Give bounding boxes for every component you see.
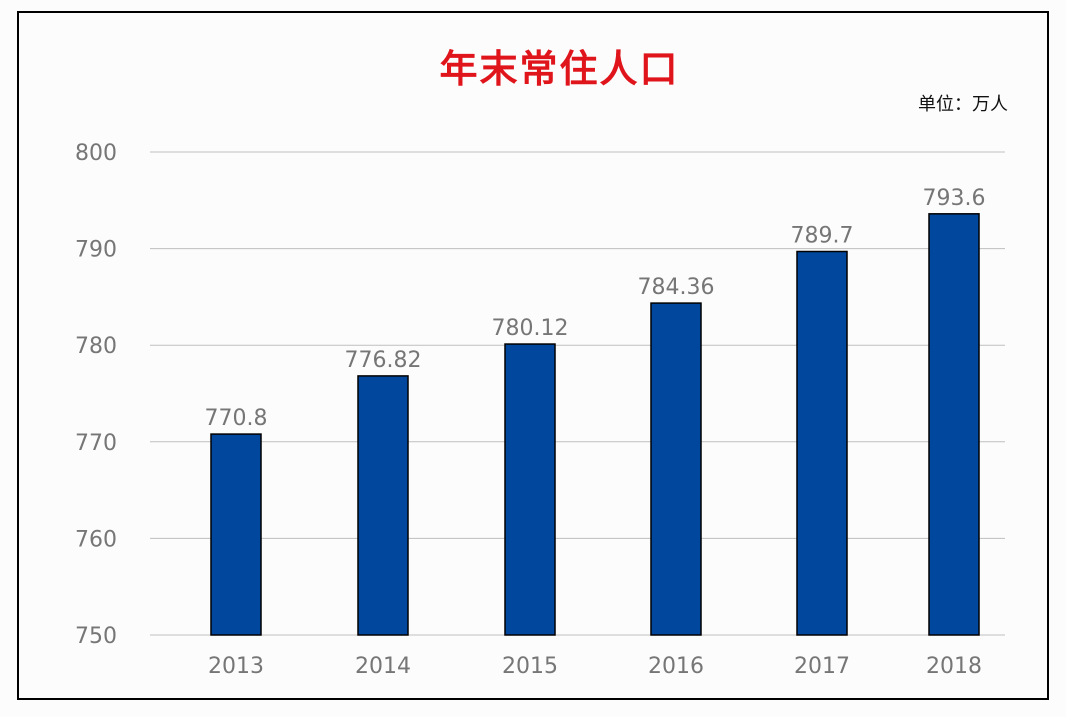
y-tick-label-770: 770 bbox=[75, 431, 117, 456]
data-label-2017: 789.7 bbox=[791, 223, 854, 248]
x-tick-label-2017: 2017 bbox=[794, 654, 850, 679]
x-tick-label-2014: 2014 bbox=[355, 654, 411, 679]
y-tick-label-750: 750 bbox=[75, 624, 117, 649]
x-tick-label-2018: 2018 bbox=[926, 654, 982, 679]
data-label-2015: 780.12 bbox=[492, 316, 569, 341]
data-label-2016: 784.36 bbox=[638, 275, 715, 300]
y-tick-label-790: 790 bbox=[75, 238, 117, 263]
y-tick-label-760: 760 bbox=[75, 527, 117, 552]
y-tick-label-780: 780 bbox=[75, 334, 117, 359]
data-label-2013: 770.8 bbox=[205, 406, 268, 431]
bar-2017 bbox=[796, 250, 848, 636]
x-tick-label-2013: 2013 bbox=[208, 654, 264, 679]
bar-2013 bbox=[210, 433, 262, 636]
bar-2018 bbox=[928, 213, 980, 636]
bar-2015 bbox=[504, 343, 556, 636]
bar-2016 bbox=[650, 302, 702, 636]
bar-2014 bbox=[357, 375, 409, 636]
y-tick-label-800: 800 bbox=[75, 141, 117, 166]
chart-title: 年末常住人口 bbox=[439, 47, 680, 91]
data-label-2014: 776.82 bbox=[345, 348, 422, 373]
unit-label: 单位：万人 bbox=[918, 94, 1008, 115]
data-label-2018: 793.6 bbox=[923, 186, 986, 211]
x-tick-label-2015: 2015 bbox=[502, 654, 558, 679]
x-tick-label-2016: 2016 bbox=[648, 654, 704, 679]
